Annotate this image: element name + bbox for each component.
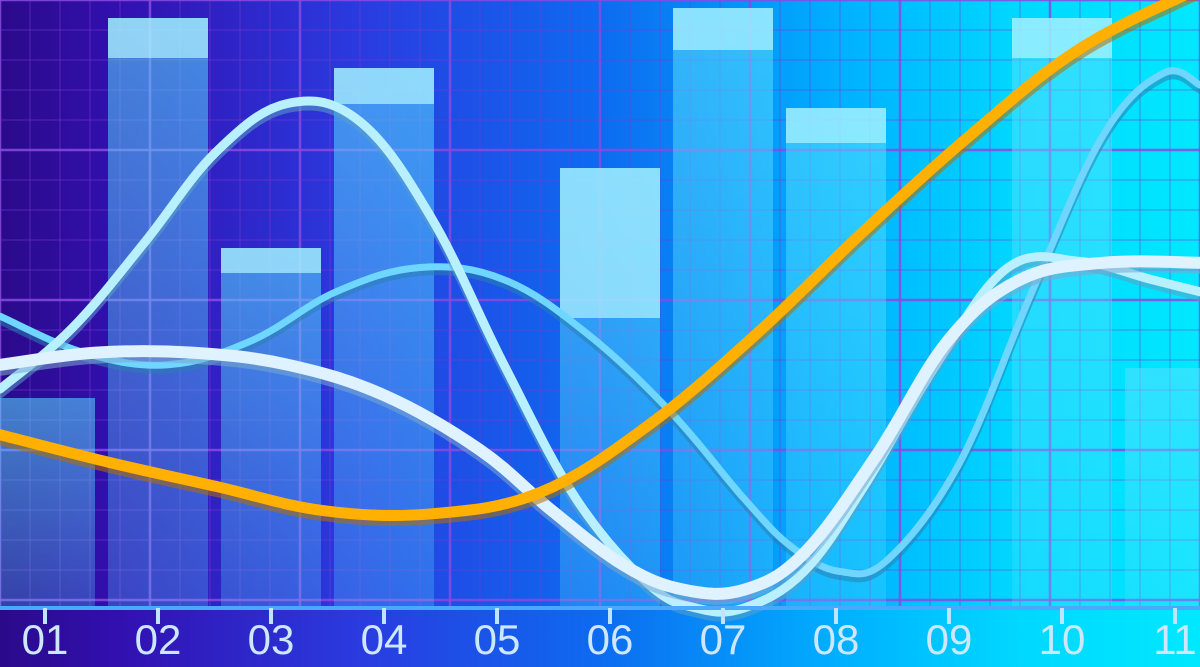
xaxis-label: 05 [474,616,521,663]
xaxis-label: 09 [926,616,973,663]
bar-highlight [560,168,660,318]
xaxis-label: 04 [361,616,408,663]
chart-canvas: 01 02 03 04 05 06 07 08 09 10 11 [0,0,1200,667]
xaxis-label: 03 [248,616,295,663]
xaxis-label: 02 [135,616,182,663]
xaxis-label: 01 [22,616,69,663]
bar-highlight [673,8,773,50]
bar [108,18,208,608]
xaxis-label: 10 [1039,616,1086,663]
bar-highlight [786,108,886,143]
xaxis-label: 11 [1153,616,1197,663]
xaxis-label: 06 [587,616,634,663]
xaxis-label: 08 [813,616,860,663]
bar-highlight [108,18,208,58]
bar [1125,368,1200,608]
bar-highlight [221,248,321,273]
xaxis-label: 07 [700,616,747,663]
bar [221,248,321,608]
bar [0,398,95,608]
combo-chart: 01 02 03 04 05 06 07 08 09 10 11 [0,0,1200,667]
bar-highlight [334,68,434,104]
